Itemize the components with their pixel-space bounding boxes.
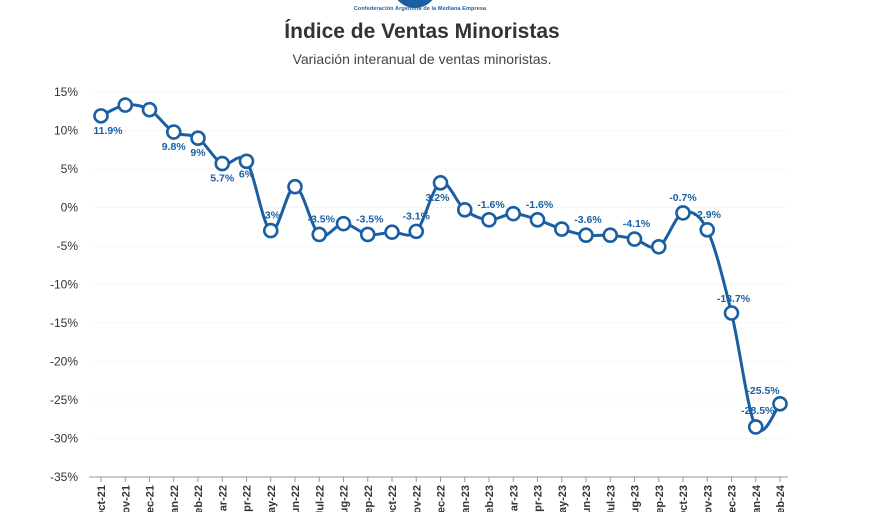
x-tick-label: Jul-23: [605, 485, 617, 512]
data-point: [190, 130, 206, 146]
data-label: -25.5%: [746, 385, 780, 397]
data-label: -1.6%: [477, 199, 505, 211]
chart-subtitle: Variación interanual de ventas minorista…: [292, 51, 552, 67]
data-label: -3.5%: [356, 213, 384, 225]
data-markers: [93, 97, 788, 435]
data-point: [165, 124, 182, 140]
y-tick-label: -20%: [50, 355, 78, 369]
data-point: [699, 222, 716, 238]
data-point: [384, 224, 400, 240]
x-tick-label: Aug-23: [630, 485, 642, 512]
data-label: 11.9%: [93, 125, 123, 137]
x-tick-label: Apr-22: [242, 485, 254, 512]
x-tick-label: May-22: [266, 485, 278, 512]
x-tick-label: Jul-22: [314, 485, 326, 512]
data-point: [578, 227, 594, 244]
data-label: -2.9%: [694, 209, 722, 221]
x-tick-label: Oct-21: [96, 485, 108, 512]
data-point: [432, 175, 449, 191]
data-label: -3.5%: [308, 213, 336, 225]
data-label: -13.7%: [717, 293, 751, 305]
data-point: [335, 215, 352, 232]
data-point: [650, 238, 667, 255]
x-tick-label: Jun-22: [290, 485, 302, 512]
y-tick-label: -10%: [50, 278, 78, 292]
x-tick-label: Mar-22: [217, 485, 229, 512]
y-tick-label: -5%: [57, 239, 79, 253]
x-tick-label: Feb-22: [193, 485, 205, 512]
data-label: -3.6%: [574, 214, 602, 226]
data-point: [481, 212, 497, 228]
y-tick-label: 15%: [54, 85, 78, 99]
chart-title: Índice de Ventas Minoristas: [284, 20, 560, 43]
x-tick-label: Mar-23: [508, 485, 520, 512]
x-tick-label: Feb-24: [775, 484, 787, 512]
came-logo-icon: [392, 0, 438, 8]
data-point: [214, 155, 231, 172]
x-tick-label: Sep-23: [654, 485, 666, 512]
data-label: 9.8%: [162, 141, 187, 153]
y-tick-label: 5%: [61, 162, 79, 176]
data-labels: 11.9% 9.8%9% 5.7% 6% -3% -3.5% -3.5% -3.1% 3.2% -…: [93, 125, 780, 417]
data-label: -3%: [261, 210, 280, 222]
x-tick-label: Dec-22: [436, 485, 448, 512]
data-label: -1.6%: [526, 199, 554, 211]
organization-name: Confederación Argentina de la Mediana Em…: [353, 6, 487, 12]
data-label: -4.1%: [623, 218, 651, 230]
data-point: [117, 97, 134, 113]
x-tick-label: Jan-23: [460, 485, 472, 512]
data-point: [553, 221, 570, 237]
y-tick-label: -25%: [50, 393, 78, 407]
data-label: 5.7%: [210, 173, 235, 185]
y-tick-label: -35%: [50, 470, 78, 484]
x-tick-label: Nov-22: [411, 485, 423, 512]
x-tick-label: Dec-21: [145, 485, 157, 512]
data-point: [408, 223, 425, 240]
y-tick-label: 0%: [61, 201, 79, 215]
x-tick-label: Feb-23: [484, 485, 496, 512]
data-point: [456, 202, 473, 218]
data-label: 3.2%: [426, 192, 451, 204]
x-tick-label: Jan-24: [751, 484, 763, 512]
data-point: [287, 178, 303, 195]
data-label: -0.7%: [669, 192, 697, 204]
y-axis: 15% 10% 5% 0% -5% -10% -15% -20% -25% -30% -35%: [50, 85, 78, 484]
x-tick-label: Oct-22: [387, 485, 399, 512]
y-tick-label: -30%: [50, 432, 78, 446]
data-point: [723, 305, 740, 321]
data-point: [238, 153, 255, 170]
data-point: [93, 108, 109, 124]
data-point: [505, 205, 522, 222]
data-point: [602, 227, 619, 244]
x-tick-label: Aug-22: [339, 485, 351, 512]
data-point: [141, 101, 158, 118]
data-point: [675, 205, 691, 221]
y-tick-label: 10%: [54, 124, 78, 138]
data-point: [747, 419, 764, 435]
data-point: [772, 396, 788, 412]
data-label: 9%: [190, 147, 206, 159]
x-tick-label: Sep-22: [363, 485, 375, 512]
data-point: [262, 222, 279, 239]
data-label: -3.1%: [403, 210, 431, 222]
data-point: [311, 226, 328, 243]
grid-lines: [89, 91, 788, 478]
x-tick-label: Oct-23: [678, 485, 690, 512]
x-tick-label: Apr-23: [533, 485, 545, 512]
data-point: [359, 226, 376, 243]
data-point: [529, 212, 546, 228]
x-tick-label: Jan-22: [169, 485, 181, 512]
data-point: [626, 231, 643, 247]
x-tick-label: May-23: [557, 485, 569, 512]
x-tick-label: Nov-21: [120, 485, 132, 512]
y-tick-label: -15%: [50, 316, 78, 330]
data-label: 6%: [239, 168, 255, 180]
x-axis: Oct-21 Nov-21 Dec-21 Jan-22 Feb-22 Mar-22 Apr-…: [96, 477, 787, 512]
x-tick-label: Dec-23: [727, 485, 739, 512]
x-tick-label: Jun-23: [581, 485, 593, 512]
data-label: -28.5%: [741, 405, 775, 417]
x-tick-label: Nov-23: [702, 485, 714, 512]
